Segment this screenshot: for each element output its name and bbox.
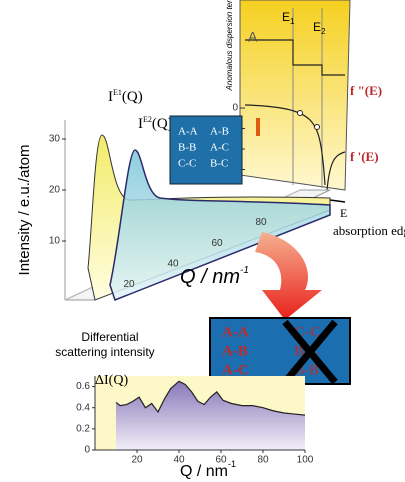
x-tick-label: 80 (257, 455, 269, 466)
y-tick-label: 0 (232, 103, 238, 114)
arrow (330, 200, 345, 202)
x-tick-label: 60 (211, 238, 223, 249)
y-tick-label: 20 (49, 185, 61, 196)
pair-label: B-B (178, 142, 196, 154)
x-tick-label: 20 (123, 279, 135, 290)
curve-label: IE2(Q) (138, 115, 173, 133)
x-label: Q / nm-1 (180, 459, 236, 480)
kept-pair: A-A (222, 324, 249, 340)
y-tick-label: 0.4 (76, 402, 90, 413)
edge-caption: absorption edge (333, 223, 405, 238)
x-tick-label: 20 (131, 455, 143, 466)
pair-label: A-A (178, 126, 198, 138)
axis-label: Anomalous dispersion terms (225, 0, 234, 91)
marker (315, 125, 320, 130)
title: Differential (81, 330, 138, 344)
y-tick-label: 0.6 (76, 381, 90, 392)
y-tick-label: 0 (84, 445, 90, 456)
x-label: Q / nm-1 (180, 265, 249, 289)
figure: Anomalous dispersion terms E1 E2 A f "(E… (0, 0, 405, 482)
y-tick-label: 0.2 (76, 423, 90, 434)
pair-label: A-B (210, 126, 229, 138)
pair-label: B-C (210, 158, 228, 170)
kept-pair: A-B (222, 343, 248, 359)
f1-label: f '(E) (350, 149, 379, 164)
curve-label: IE1(Q) (108, 88, 143, 106)
pair-label: C-C (178, 158, 196, 170)
pair-label: A-C (210, 142, 229, 154)
region-label: A (248, 29, 258, 45)
x-tick-label: 100 (297, 455, 314, 466)
difference-bar (256, 118, 260, 136)
x-tick-label: 40 (167, 258, 179, 269)
title: scattering intensity (55, 345, 154, 359)
y-tick-label: 10 (49, 236, 61, 247)
arrow (255, 232, 322, 320)
series-label: ΔI(Q) (95, 373, 128, 388)
f2-label: f "(E) (350, 83, 382, 98)
x-tick-label: 80 (255, 217, 267, 228)
x-label: E (340, 206, 347, 220)
y-tick-label: 30 (49, 134, 61, 145)
y-label: Intensity / e.u./atom (16, 145, 33, 276)
marker (298, 111, 303, 116)
